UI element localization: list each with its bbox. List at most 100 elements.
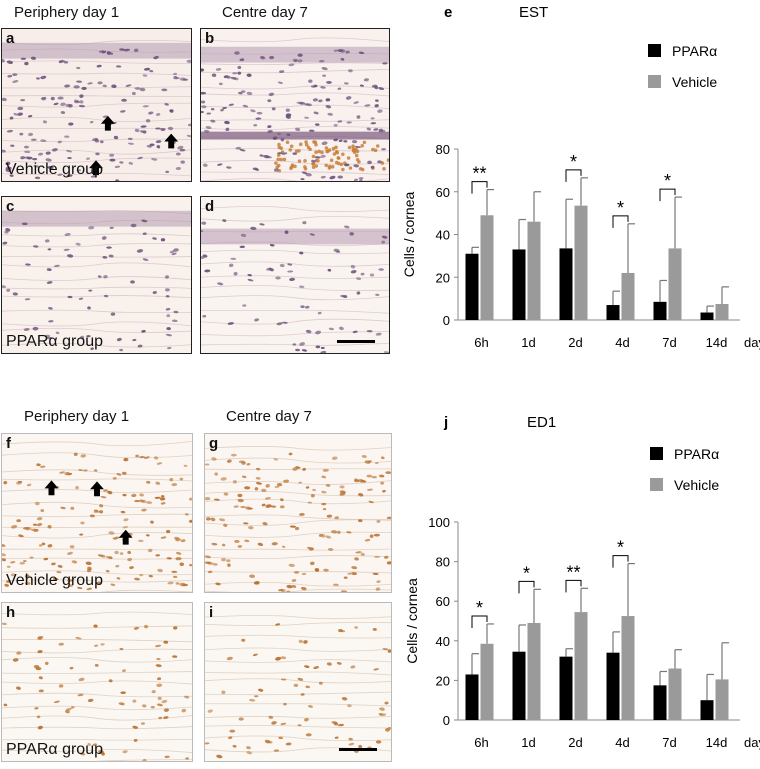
group-label-vehicle: Vehicle group bbox=[6, 572, 103, 589]
significance-label: ** bbox=[472, 164, 486, 184]
group-label-ppar: PPARα group bbox=[6, 741, 103, 758]
arrow-markers bbox=[89, 115, 179, 176]
legend-label: Vehicle bbox=[674, 477, 719, 493]
significance-bracket bbox=[471, 181, 488, 194]
bar-vehicle bbox=[715, 679, 729, 720]
column-title-centre-top: Centre day 7 bbox=[222, 4, 308, 21]
micrograph-panel-f: f Vehicle group bbox=[1, 433, 193, 593]
scale-bar bbox=[337, 340, 375, 343]
y-axis-label: Cells / cornea bbox=[404, 578, 420, 664]
x-tick-label: 1d bbox=[521, 735, 535, 750]
y-tick-label: 20 bbox=[436, 270, 450, 285]
panel-label-a: a bbox=[6, 30, 15, 47]
legend-swatch bbox=[650, 478, 663, 491]
bar-ppar bbox=[653, 685, 667, 720]
significance-bracket bbox=[612, 555, 629, 568]
arrow-markers bbox=[44, 480, 133, 545]
y-axis-label: Cells / cornea bbox=[401, 191, 417, 277]
bar-ppar bbox=[700, 700, 714, 720]
micrograph-panel-h: h PPARα group bbox=[1, 602, 193, 762]
significance-label: * bbox=[570, 152, 577, 172]
group-label-ppar: PPARα group bbox=[6, 333, 103, 350]
significance-bracket bbox=[471, 615, 488, 628]
micrograph-panel-c: c PPARα group bbox=[1, 196, 192, 354]
chart-title: EST bbox=[519, 4, 548, 21]
tissue-texture bbox=[2, 440, 192, 592]
x-axis-label: days bbox=[744, 335, 760, 350]
arrow-icon bbox=[100, 115, 115, 131]
tissue-texture bbox=[205, 615, 391, 759]
significance-bracket bbox=[612, 215, 629, 228]
group-label-vehicle: Vehicle group bbox=[6, 161, 103, 178]
legend-label: PPARα bbox=[674, 446, 719, 462]
x-tick-label: 4d bbox=[615, 335, 629, 350]
panel-label-f: f bbox=[6, 435, 11, 452]
bar-chart-est: e EST PPARα Vehicle 0 20 40 60 80 Cells / cornea 6… bbox=[398, 0, 760, 360]
significance-bracket bbox=[565, 579, 582, 593]
bar-ppar bbox=[559, 656, 573, 720]
panel-label-g: g bbox=[209, 435, 219, 452]
significance-label: * bbox=[664, 171, 671, 191]
chart-title: ED1 bbox=[527, 414, 556, 431]
bar-chart-ed1: j ED1 PPARα Vehicle 0 20 40 60 80 100 Cells / corn… bbox=[398, 405, 760, 764]
significance-label: * bbox=[617, 538, 624, 558]
arrow-icon bbox=[89, 160, 103, 176]
x-tick-label: 14d bbox=[706, 735, 728, 750]
legend-swatch bbox=[648, 75, 661, 88]
bar-vehicle bbox=[574, 205, 588, 320]
x-tick-label: 7d bbox=[662, 735, 676, 750]
x-tick-label: 4d bbox=[615, 735, 629, 750]
column-title-periphery-bottom: Periphery day 1 bbox=[24, 408, 130, 425]
x-axis-label: days bbox=[744, 735, 760, 750]
bar-vehicle bbox=[574, 612, 588, 720]
tissue-texture bbox=[205, 446, 391, 592]
micrograph-panel-a: a Vehicle group bbox=[1, 28, 192, 182]
panel-label-c: c bbox=[6, 198, 15, 215]
arrow-icon bbox=[164, 133, 179, 149]
panel-label-h: h bbox=[6, 604, 16, 621]
x-tick-label: 6h bbox=[474, 335, 488, 350]
significance-label: * bbox=[617, 198, 624, 218]
significance-label: ** bbox=[566, 562, 580, 582]
y-tick-label: 0 bbox=[443, 313, 450, 328]
bar-vehicle bbox=[621, 272, 635, 320]
chart-svg: j ED1 PPARα Vehicle 0 20 40 60 80 100 Cells / corn… bbox=[404, 414, 760, 750]
x-tick-label: 2d bbox=[568, 735, 582, 750]
legend-swatch bbox=[650, 447, 663, 460]
x-tick-label: 2d bbox=[568, 335, 582, 350]
panel-label-i: i bbox=[209, 604, 214, 621]
x-tick-label: 7d bbox=[662, 335, 676, 350]
micrograph-panel-b: b bbox=[200, 28, 390, 182]
y-tick-label: 80 bbox=[436, 555, 450, 570]
column-title-centre-bottom: Centre day 7 bbox=[226, 408, 312, 425]
y-tick-label: 60 bbox=[436, 185, 450, 200]
arrow-icon bbox=[90, 481, 104, 497]
bar-ppar bbox=[606, 652, 620, 720]
x-tick-label: 1d bbox=[521, 335, 535, 350]
legend-label: Vehicle bbox=[672, 74, 717, 90]
bar-ppar bbox=[700, 312, 714, 320]
bar-vehicle bbox=[668, 668, 682, 720]
bar-ppar bbox=[465, 253, 479, 320]
bar-ppar bbox=[606, 305, 620, 320]
y-tick-label: 100 bbox=[428, 515, 450, 530]
micrograph-panel-i: i bbox=[204, 602, 392, 762]
y-tick-label: 40 bbox=[436, 634, 450, 649]
panel-label-e: e bbox=[444, 4, 452, 21]
panel-label-j: j bbox=[443, 414, 448, 431]
bar-vehicle bbox=[527, 221, 541, 320]
arrow-icon bbox=[44, 480, 59, 496]
scale-bar bbox=[339, 748, 377, 751]
panel-label-d: d bbox=[205, 198, 215, 215]
significance-bracket bbox=[565, 169, 582, 182]
y-tick-label: 0 bbox=[443, 713, 450, 728]
chart-svg: e EST PPARα Vehicle 0 20 40 60 80 Cells / cornea 6… bbox=[401, 4, 760, 350]
significance-label: * bbox=[476, 598, 483, 618]
x-tick-label: 6h bbox=[474, 735, 488, 750]
tissue-texture bbox=[201, 37, 389, 181]
legend-swatch bbox=[648, 44, 661, 57]
bar-vehicle bbox=[668, 248, 682, 320]
bar-vehicle bbox=[527, 622, 541, 720]
x-tick-label: 14d bbox=[706, 335, 728, 350]
y-tick-label: 80 bbox=[436, 142, 450, 157]
